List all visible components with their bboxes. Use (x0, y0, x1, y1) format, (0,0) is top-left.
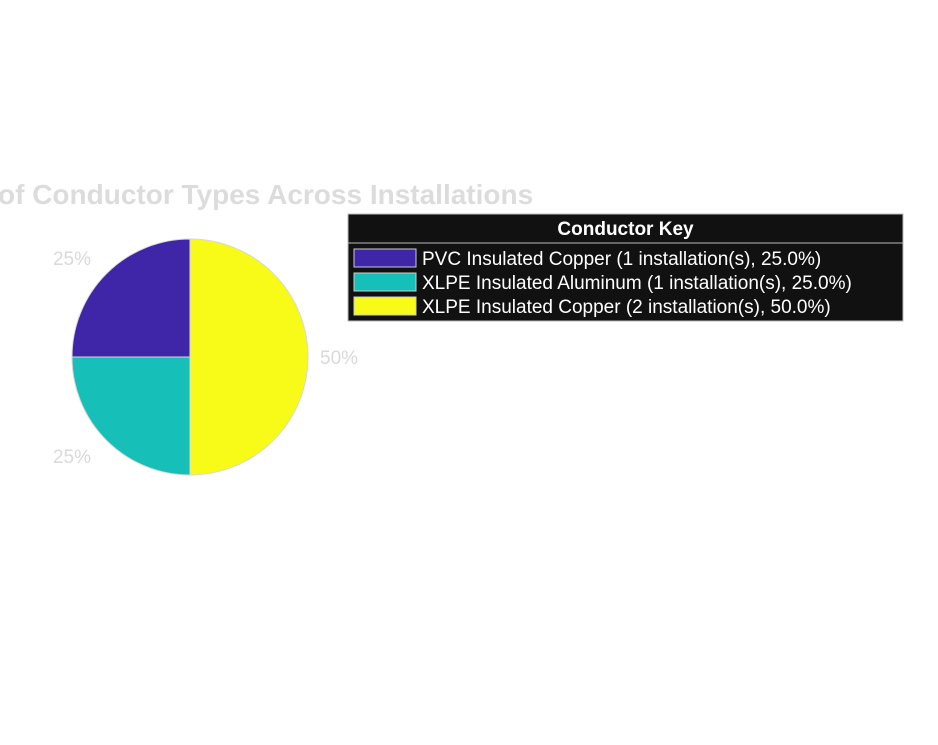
percent-label: 25% (53, 249, 91, 270)
percent-labels: 50% 25% 25% (53, 249, 358, 468)
legend-swatch (353, 272, 417, 292)
legend-entry-label: XLPE Insulated Aluminum (1 installation(… (422, 273, 852, 294)
legend-swatch (353, 296, 417, 316)
legend-entry-label: XLPE Insulated Copper (2 installation(s)… (422, 297, 831, 318)
legend: Conductor Key PVC Insulated Copper (1 in… (347, 213, 904, 322)
pie-slice-pvc-insulated-copper (71, 238, 191, 358)
legend-swatch (353, 248, 417, 268)
percent-label: 50% (320, 348, 358, 369)
legend-items: PVC Insulated Copper (1 installation(s),… (353, 248, 852, 318)
pie-slice-xlpe-insulated-copper (189, 238, 309, 476)
pie-slice-xlpe-insulated-aluminum (71, 356, 191, 476)
percent-label: 25% (53, 447, 91, 468)
legend-background (347, 213, 904, 322)
chart-title: of Conductor Types Across Installations (0, 179, 533, 210)
legend-title: Conductor Key (557, 219, 694, 240)
legend-entry-label: PVC Insulated Copper (1 installation(s),… (422, 249, 821, 270)
pie-slices (71, 238, 309, 476)
